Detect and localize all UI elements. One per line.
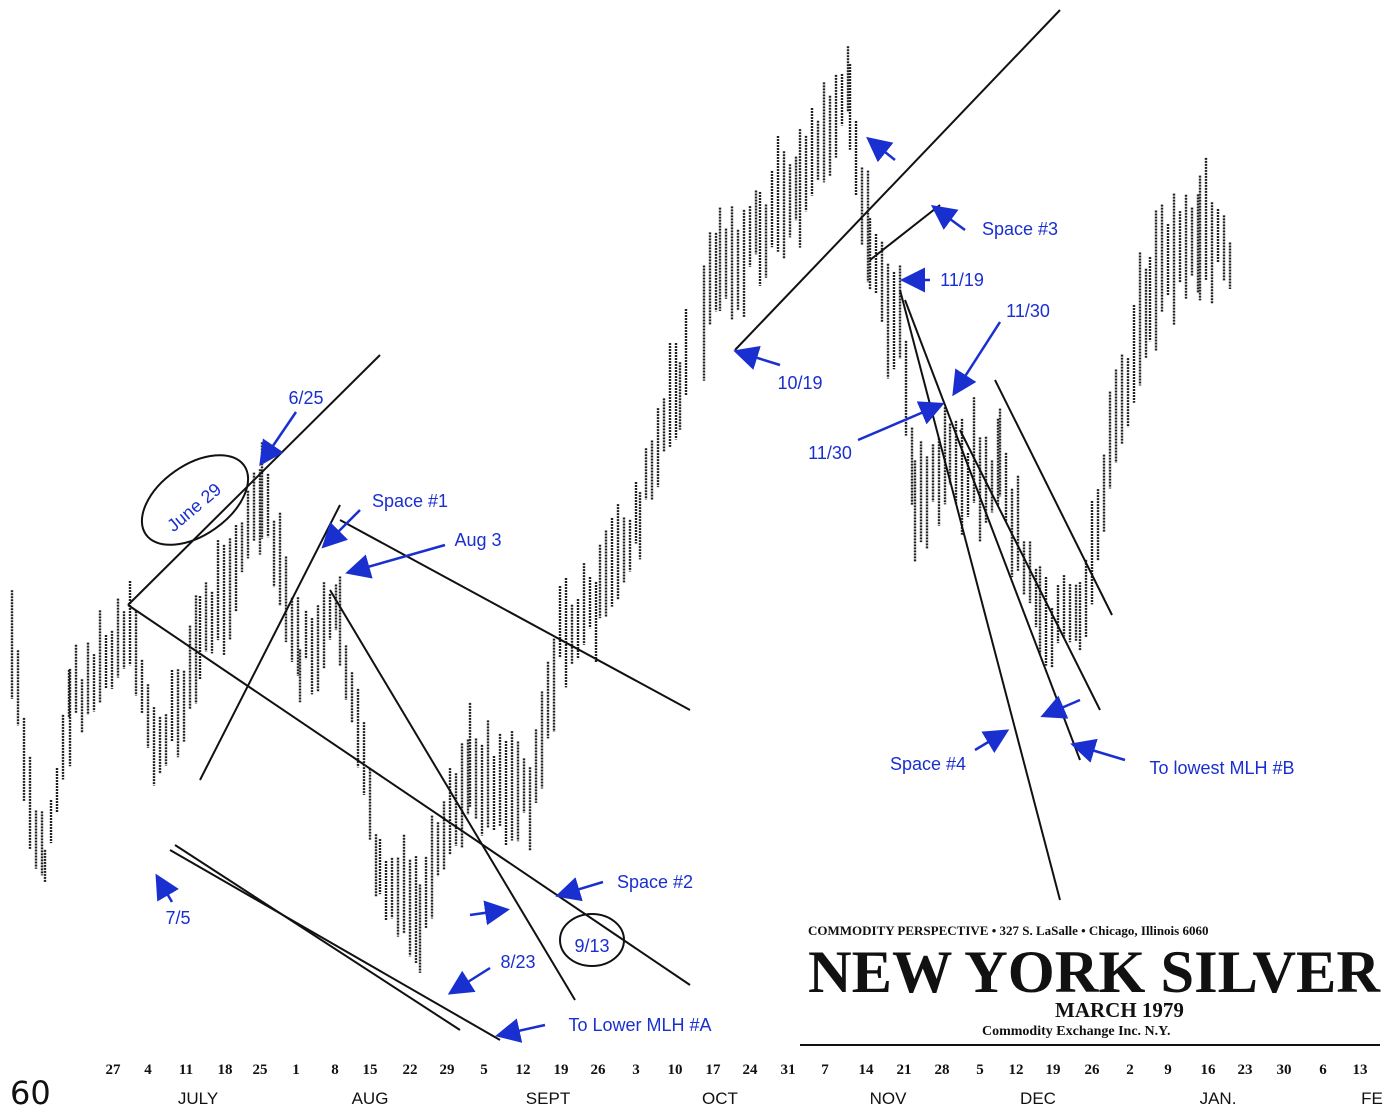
exchange: Commodity Exchange Inc. N.Y. (982, 1024, 1171, 1039)
annotation: Space #3 (982, 219, 1058, 239)
x-tick-label: 25 (253, 1062, 268, 1078)
x-tick-label: 8 (331, 1062, 339, 1078)
month-label: OCT (702, 1089, 738, 1108)
publisher: COMMODITY PERSPECTIVE • 327 S. LaSalle •… (808, 923, 1208, 938)
x-tick-label: 2 (1126, 1062, 1134, 1078)
title: NEW YORK SILVER (808, 939, 1381, 1005)
month-label: SEPT (526, 1089, 570, 1108)
x-tick-label: 9 (1164, 1062, 1172, 1078)
annotation: To lowest MLH #B (1149, 758, 1294, 778)
annotation: 6/25 (288, 388, 323, 408)
x-tick-label: 12 (1009, 1062, 1024, 1078)
x-tick-label: 15 (363, 1062, 378, 1078)
annotation-arrows (155, 136, 1126, 1043)
x-tick-label: 16 (1201, 1062, 1217, 1078)
x-tick-label: 17 (706, 1062, 722, 1078)
x-tick-label: 11 (179, 1062, 193, 1078)
x-tick-label: 7 (821, 1062, 829, 1078)
annotation: Aug 3 (454, 530, 501, 550)
x-tick-label: 27 (106, 1062, 122, 1078)
x-tick-label: 5 (480, 1062, 488, 1078)
month-label: FE (1361, 1089, 1383, 1108)
x-tick-label: 26 (1085, 1062, 1101, 1078)
month-label: NOV (870, 1089, 908, 1108)
month-label: JULY (178, 1089, 218, 1108)
x-tick-label: 24 (743, 1062, 759, 1078)
x-tick-label: 28 (935, 1062, 950, 1078)
annotation: Space #4 (890, 754, 966, 774)
annotation: Space #2 (617, 872, 693, 892)
x-tick-label: 21 (897, 1062, 912, 1078)
x-tick-label: 22 (403, 1062, 418, 1078)
annotation: 7/5 (165, 908, 190, 928)
month-label: JAN. (1200, 1089, 1237, 1108)
x-tick-label: 26 (591, 1062, 607, 1078)
trend-lines (127, 9, 1113, 1041)
x-tick-label: 29 (440, 1062, 455, 1078)
x-tick-label: 4 (144, 1062, 152, 1078)
x-tick-label: 6 (1319, 1062, 1327, 1078)
x-tick-label: 3 (632, 1062, 640, 1078)
annotation: Space #1 (372, 491, 448, 511)
contract: MARCH 1979 (1055, 998, 1184, 1022)
annotation: 11/30 (808, 443, 852, 463)
annotation: 11/19 (940, 270, 984, 290)
price-bars (10, 46, 1232, 973)
x-tick-label: 10 (668, 1062, 683, 1078)
annotation: To Lower MLH #A (568, 1015, 711, 1035)
annotation: 8/23 (500, 952, 535, 972)
x-tick-label: 13 (1353, 1062, 1368, 1078)
annotation: 9/13 (574, 936, 609, 956)
month-label: AUG (352, 1089, 389, 1108)
x-tick-label: 12 (516, 1062, 531, 1078)
x-tick-label: 19 (1046, 1062, 1061, 1078)
x-tick-label: 31 (781, 1062, 796, 1078)
annotation: 11/30 (1006, 301, 1050, 321)
x-tick-label: 19 (554, 1062, 569, 1078)
x-tick-label: 14 (859, 1062, 875, 1078)
x-tick-label: 23 (1238, 1062, 1253, 1078)
x-tick-label: 5 (976, 1062, 984, 1078)
annotation: 10/19 (777, 373, 822, 393)
price-label: 60 (10, 1074, 51, 1112)
x-tick-label: 30 (1277, 1062, 1292, 1078)
x-tick-label: 1 (292, 1062, 300, 1078)
x-tick-label: 18 (218, 1062, 233, 1078)
month-label: DEC (1020, 1089, 1056, 1108)
